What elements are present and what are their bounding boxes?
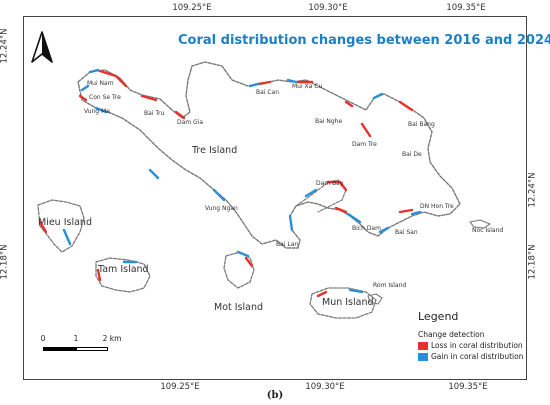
legend-label-gain: Gain in coral distribution [431,352,524,361]
loss-bai-bang [398,100,414,112]
gain-mun [348,288,364,294]
loss-segments [38,69,414,298]
loss-bai-tru [140,94,158,102]
label-bai-de: Bai De [402,151,422,158]
label-bai-lan: Bai Lan [276,241,299,248]
label-noc-island: Noc Island [472,227,504,234]
map-title: Coral distribution changes between 2016 … [178,33,550,48]
scalebar-black [43,347,77,351]
gain-bai-san [378,226,390,234]
label-mui-xa-cu: Mui Xa Cu [292,83,323,90]
figure-caption: (b) [266,390,284,401]
mot-island-coast [223,251,255,289]
label-con-se-tre: Con Se Tre [89,94,121,101]
top-tick-109-30: 109.30°E [308,3,348,13]
gain-dn-hon-tre [410,210,422,216]
label-mui-nam: Mui Nam [87,80,114,87]
label-bai-san: Bai San [395,229,418,236]
label-bich-dam: Bich Dam [352,225,381,232]
label-bai-bang: Bai Bang [408,121,435,128]
legend-item-loss: Loss in coral distribution [418,341,528,350]
label-vung-ngan: Vung Ngan [205,205,238,212]
loss-dn-hon-tre [398,208,414,214]
label-bai-nghe: Bai Nghe [315,118,343,125]
gain-mui-xa-cu [286,78,298,84]
gain-mieu [62,228,72,246]
gain-con-se-tre [80,84,90,92]
scale-label-1: 1 [73,334,79,343]
loss-mot [244,256,254,268]
gain-mui-nam [88,68,100,74]
rom-island-coast [367,293,383,305]
gain-tre-west [148,168,160,180]
top-tick-109-25: 109.25°E [172,3,212,13]
scale-label-0: 0 [40,334,46,343]
legend-label-loss: Loss in coral distribution [431,341,523,350]
loss-dam-gia [174,110,186,120]
label-bai-can: Bai Can [256,89,280,96]
tre-island-coast [77,61,461,249]
label-dam-tre: Dam Tre [352,141,377,148]
gain-vung-ngan [212,188,226,202]
label-mun-island: Mun Island [322,297,374,308]
bottom-tick-109-35: 109.35°E [448,382,488,392]
gain-vung-me [94,106,108,114]
mun-island-coast [309,287,377,319]
legend-title: Legend [418,310,459,323]
gain-dam-tre [372,92,384,100]
loss-vung-me [78,94,88,102]
scale-label-2km: 2 km [102,334,122,343]
legend-subtitle: Change detection [418,330,485,339]
loss-bai-can [256,80,272,86]
label-dn-hon-tre: DN Hon Tre [420,203,454,210]
gain-bai-can [248,82,260,88]
gain-bai-lan [288,214,294,232]
gain-segments [62,68,422,294]
gain-dam-bay [304,188,318,198]
label-dam-bay: Dam Bay [316,180,344,187]
legend-item-gain: Gain in coral distribution [418,352,528,361]
label-mot-island: Mot Island [214,302,264,313]
loss-bai-nghe [344,100,354,108]
label-mieu-island: Mieu Island [38,217,92,228]
loss-mui-nam [98,69,128,88]
top-tick-109-35: 109.35°E [446,3,486,13]
label-vung-me: Vung Me [84,108,110,115]
gain-swatch [418,352,428,361]
noc-island-coast [469,219,491,229]
label-dam-gia: Dam Gia [177,119,204,126]
bottom-tick-109-30: 109.30°E [305,382,345,392]
map-frame [23,16,527,380]
bottom-tick-109-25: 109.25°E [160,382,200,392]
label-tam-island: Tam Island [98,264,149,275]
loss-mun [316,290,328,298]
label-bai-tru: Bai Tru [144,110,165,117]
legend: Legend Change detection Loss in coral di… [418,310,528,361]
mieu-island-coast [37,199,85,253]
loss-tam [96,268,102,282]
scalebar-white [76,347,108,351]
tam-island-coast [95,257,151,293]
north-arrow-icon [31,31,53,63]
loss-bich-dam [334,206,348,214]
loss-dam-bay [326,180,348,192]
gain-mot [236,250,250,258]
gain-bich-dam [346,212,362,224]
loss-mieu [38,220,48,234]
label-tre-island: Tre Island [192,145,238,156]
loss-swatch [418,341,428,350]
label-rom-island: Rom Island [373,282,407,289]
loss-dam-tre [360,122,372,138]
